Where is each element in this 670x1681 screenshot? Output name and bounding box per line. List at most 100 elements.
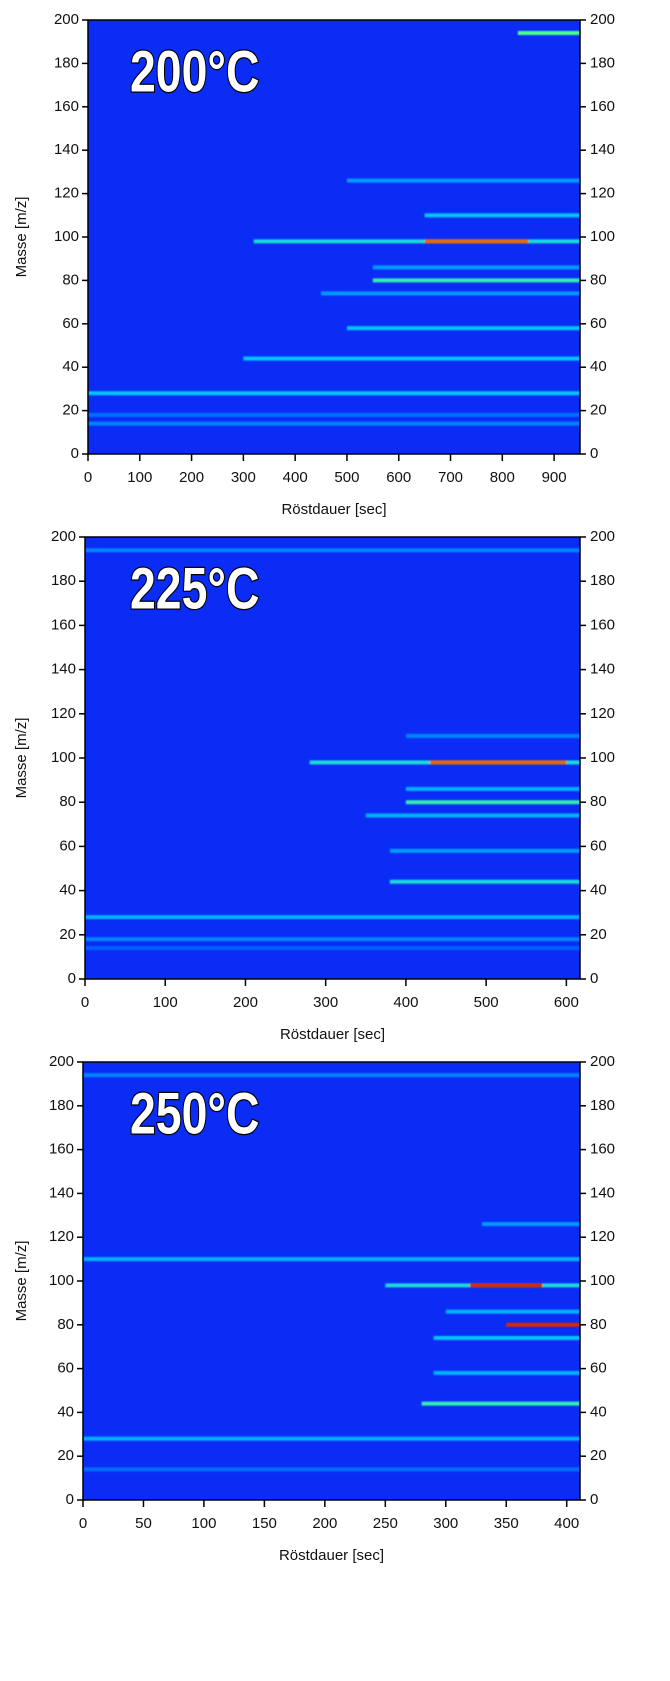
y2-tick-label: 200 [590, 528, 615, 545]
y2-tick-label: 0 [590, 1491, 598, 1508]
band [389, 879, 580, 884]
x-tick-label: 500 [334, 469, 359, 486]
y2-tick-label: 80 [590, 1316, 607, 1333]
y-tick-label: 140 [54, 141, 79, 158]
y-tick-label: 100 [54, 228, 79, 245]
x-tick-label: 600 [554, 994, 579, 1011]
y-tick-label: 40 [62, 358, 79, 375]
band [83, 1073, 580, 1078]
y-tick-label: 20 [62, 402, 79, 419]
y-tick-label: 140 [49, 1184, 74, 1201]
y2-tick-label: 0 [590, 970, 598, 987]
x-tick-label: 0 [84, 469, 92, 486]
x-tick-label: 500 [474, 994, 499, 1011]
y-tick-label: 100 [49, 1272, 74, 1289]
band [85, 946, 580, 951]
band [405, 786, 580, 791]
band [424, 239, 529, 244]
band [253, 239, 580, 244]
y2-tick-label: 100 [590, 1272, 615, 1289]
band [88, 391, 580, 396]
y2-tick-label: 60 [590, 315, 607, 332]
y2-tick-label: 180 [590, 54, 615, 71]
x-tick-label: 100 [191, 1515, 216, 1532]
y2-tick-label: 20 [590, 402, 607, 419]
y2-tick-label: 160 [590, 98, 615, 115]
y2-tick-label: 160 [590, 1141, 615, 1158]
band [405, 733, 580, 738]
y2-tick-label: 100 [590, 228, 615, 245]
band [517, 31, 580, 36]
x-tick-label: 150 [252, 1515, 277, 1532]
band [85, 937, 580, 942]
x-tick-label: 300 [433, 1515, 458, 1532]
y-tick-label: 0 [71, 445, 79, 462]
panel-title: 225°C [130, 556, 259, 621]
x-tick-label: 100 [127, 469, 152, 486]
y2-tick-label: 40 [590, 358, 607, 375]
y-tick-label: 60 [59, 837, 76, 854]
y-tick-label: 0 [66, 1491, 74, 1508]
band [372, 278, 580, 283]
x-tick-label: 600 [386, 469, 411, 486]
y2-tick-label: 120 [590, 1228, 615, 1245]
band [433, 1335, 580, 1340]
y-tick-label: 200 [54, 11, 79, 28]
x-tick-label: 250 [373, 1515, 398, 1532]
y2-tick-label: 40 [590, 1403, 607, 1420]
plot-background [85, 537, 580, 979]
y-axis-label: Masse [m/z] [13, 718, 30, 799]
y-tick-label: 60 [57, 1360, 74, 1377]
x-axis-label: Röstdauer [sec] [280, 1026, 385, 1043]
x-tick-label: 100 [153, 994, 178, 1011]
y-tick-label: 40 [59, 882, 76, 899]
y2-tick-label: 180 [590, 572, 615, 589]
y-axis-label: Masse [m/z] [13, 197, 30, 278]
x-tick-label: 300 [231, 469, 256, 486]
band [433, 1370, 580, 1375]
y-tick-label: 200 [49, 1053, 74, 1070]
band [372, 265, 580, 270]
plot-background [83, 1062, 580, 1500]
x-tick-label: 400 [393, 994, 418, 1011]
y-tick-label: 40 [57, 1403, 74, 1420]
y-tick-label: 160 [54, 98, 79, 115]
y-tick-label: 20 [57, 1447, 74, 1464]
band [405, 800, 580, 805]
band [469, 1283, 543, 1288]
y-tick-label: 120 [54, 185, 79, 202]
y-tick-label: 120 [51, 705, 76, 722]
bands [88, 31, 581, 426]
y-tick-label: 80 [59, 793, 76, 810]
y2-tick-label: 200 [590, 1053, 615, 1070]
y-tick-label: 20 [59, 926, 76, 943]
y-tick-label: 180 [51, 572, 76, 589]
band [445, 1309, 580, 1314]
y-tick-label: 100 [51, 749, 76, 766]
y2-tick-label: 20 [590, 926, 607, 943]
y2-tick-label: 180 [590, 1097, 615, 1114]
plot-background [88, 20, 580, 454]
y2-tick-label: 40 [590, 882, 607, 899]
band [83, 1257, 580, 1262]
band [83, 1467, 580, 1472]
panel-title: 250°C [130, 1081, 259, 1146]
y-tick-label: 180 [54, 54, 79, 71]
x-axis-label: Röstdauer [sec] [281, 501, 386, 518]
y2-tick-label: 120 [590, 705, 615, 722]
band [83, 1436, 580, 1441]
x-tick-label: 800 [490, 469, 515, 486]
y2-tick-label: 60 [590, 1360, 607, 1377]
x-axis-label: Röstdauer [sec] [279, 1547, 384, 1564]
y2-tick-label: 200 [590, 11, 615, 28]
bands [85, 548, 580, 951]
band [365, 813, 580, 818]
y-tick-label: 180 [49, 1097, 74, 1114]
band [424, 213, 580, 218]
y2-tick-label: 80 [590, 271, 607, 288]
y2-tick-label: 100 [590, 749, 615, 766]
band [85, 548, 580, 553]
x-tick-label: 200 [233, 994, 258, 1011]
y-tick-label: 80 [57, 1316, 74, 1333]
